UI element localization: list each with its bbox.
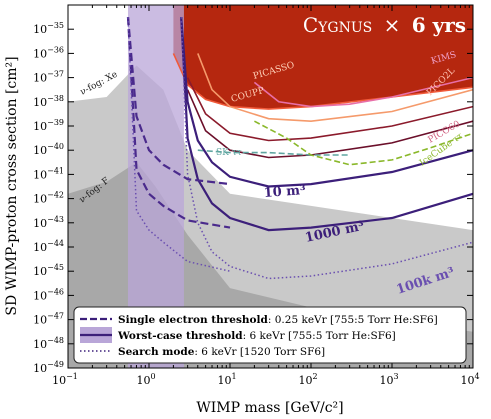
- y-axis-title: SD WIMP-proton cross section [cm²]: [4, 56, 20, 315]
- y-tick-label: 10−47: [33, 312, 64, 327]
- cygnus-curve-1: [180, 17, 473, 232]
- y-tick-label: 10−44: [33, 239, 64, 254]
- y-tick-label: 10−48: [33, 336, 64, 351]
- y-tick-label: 10−46: [33, 287, 64, 302]
- x-tick-label: 102: [298, 372, 317, 387]
- y-tick-label: 10−45: [33, 263, 64, 278]
- axis-ticks: 10−1 100 101 102 103 104 10−35 10−36 10−37 10−38 1…: [33, 5, 480, 387]
- title-duration: 6 yrs: [412, 13, 466, 37]
- cygnus-curve-4: [126, 17, 231, 229]
- excluded-region: [173, 5, 473, 110]
- legend-entry-text: Search mode: 6 keVr [1520 Torr SF6]: [118, 346, 325, 358]
- curve-label-sk: SK ττ: [216, 148, 242, 158]
- x-tick-label: 104: [460, 372, 479, 387]
- svg-text:Cygnus × 6 yrs: Cygnus × 6 yrs: [303, 13, 466, 37]
- y-tick-label: 10−35: [33, 21, 64, 36]
- cygnus-curve-0: [180, 17, 473, 188]
- y-tick-label: 10−36: [33, 45, 64, 60]
- legend-box: [73, 306, 467, 364]
- legend-entry-text: Worst-case threshold: 6 keVr [755:5 Torr…: [117, 330, 396, 342]
- y-tick-label: 10−43: [33, 215, 64, 230]
- experiment-curve-pico60: [186, 89, 473, 159]
- plot-frame: [67, 4, 474, 369]
- title-times: ×: [384, 13, 401, 37]
- x-tick-label: 103: [379, 372, 398, 387]
- experiment-curve-pico2l: [186, 77, 473, 142]
- chart-title: Cygnus × 6 yrs: [303, 13, 466, 37]
- x-tick-label: 10−1: [52, 372, 78, 387]
- legend-entry-text: Single electron threshold: 0.25 keVr [75…: [118, 314, 438, 326]
- legend: Single electron threshold: 0.25 keVr [75…: [73, 306, 467, 364]
- x-axis-title: WIMP mass [GeV/c²]: [196, 400, 343, 416]
- title-name: Cygnus: [303, 13, 372, 37]
- experiment-curve-sk: [197, 149, 350, 156]
- x-tick-label: 100: [136, 372, 155, 387]
- experiment-curve-kims: [253, 76, 473, 108]
- curve-label-10-m: 10 m³: [263, 183, 306, 201]
- y-tick-label: 10−40: [33, 142, 64, 157]
- cygnus-curve-5: [127, 17, 231, 272]
- cygnus-curve-3: [126, 17, 231, 186]
- y-tick-label: 10−38: [33, 94, 64, 109]
- y-tick-label: 10−41: [33, 166, 64, 181]
- experiment-curve-coupp: [197, 53, 473, 123]
- x-tick-label: 101: [217, 372, 236, 387]
- y-tick-label: 10−39: [33, 118, 64, 133]
- y-tick-label: 10−49: [33, 360, 64, 375]
- y-tick-label: 10−37: [33, 70, 64, 85]
- experiment-curve-icecube: [254, 120, 473, 166]
- y-tick-label: 10−42: [33, 191, 64, 206]
